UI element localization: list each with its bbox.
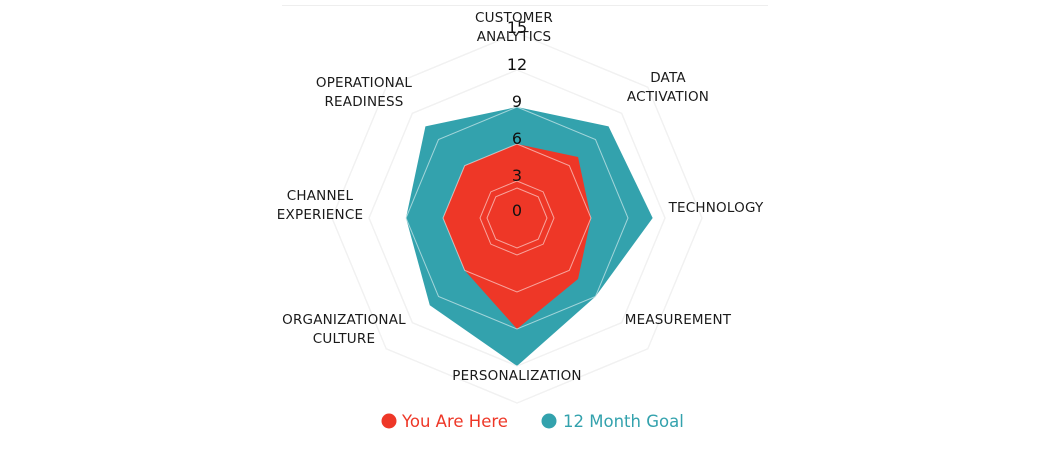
tick-label-3: 3 [512, 166, 522, 185]
radial-tick-labels: 0 3 6 9 12 15 [507, 18, 527, 220]
legend-item-12-month-goal: 12 Month Goal [541, 412, 684, 431]
grid-overlay-ring-6 [442, 143, 592, 293]
axis-labels: CUSTOMER ANALYTICS DATA ACTIVATION TECHNOLOG… [277, 10, 764, 384]
legend-dot [541, 413, 557, 429]
grid-overlay-ring-9 [405, 106, 629, 330]
tick-label-6: 6 [512, 129, 522, 148]
axis-label-organizational-culture: ORGANIZATIONAL CULTURE [282, 312, 406, 347]
tick-label-0: 0 [512, 201, 522, 220]
axis-label-line: PERSONALIZATION [452, 368, 581, 384]
axis-label-line: ANALYTICS [477, 29, 552, 45]
axis-label-operational-readiness: OPERATIONAL READINESS [316, 75, 413, 110]
legend-item-you-are-here: You Are Here [381, 412, 508, 431]
grid-overlay-ring-12 [368, 69, 666, 367]
legend-label: You Are Here [401, 412, 508, 431]
tick-label-15: 15 [507, 18, 527, 37]
axis-label-line: EXPERIENCE [277, 207, 363, 223]
axis-label-technology: TECHNOLOGY [668, 200, 764, 216]
axis-label-data-activation: DATA ACTIVATION [627, 70, 709, 105]
tick-label-9: 9 [512, 92, 522, 111]
axis-label-customer-analytics: CUSTOMER ANALYTICS [475, 10, 553, 45]
legend: You Are Here 12 Month Goal [381, 412, 684, 431]
axis-label-line: DATA [650, 70, 686, 86]
grid-overlay [331, 32, 703, 404]
grid-overlay-ring-3 [479, 180, 555, 256]
axis-label-line: TECHNOLOGY [668, 200, 764, 216]
axis-label-line: CULTURE [313, 331, 375, 347]
axis-label-line: ACTIVATION [627, 89, 709, 105]
grid-overlay-ring-15 [331, 32, 703, 404]
axis-label-measurement: MEASUREMENT [625, 312, 732, 328]
tick-label-12: 12 [507, 55, 527, 74]
axis-label-line: READINESS [324, 94, 403, 110]
axis-label-line: ORGANIZATIONAL [282, 312, 406, 328]
axis-label-channel-experience: CHANNEL EXPERIENCE [277, 188, 363, 223]
axis-label-line: OPERATIONAL [316, 75, 413, 91]
radar-series [331, 32, 703, 404]
axis-label-personalization: PERSONALIZATION [452, 368, 581, 384]
legend-label: 12 Month Goal [563, 412, 684, 431]
legend-dot [381, 413, 397, 429]
grid-overlay-ring-0 [486, 187, 548, 249]
axis-label-line: CHANNEL [287, 188, 354, 204]
axis-label-line: CUSTOMER [475, 10, 553, 26]
axis-label-line: MEASUREMENT [625, 312, 732, 328]
series-area-you-are-here [443, 144, 591, 329]
